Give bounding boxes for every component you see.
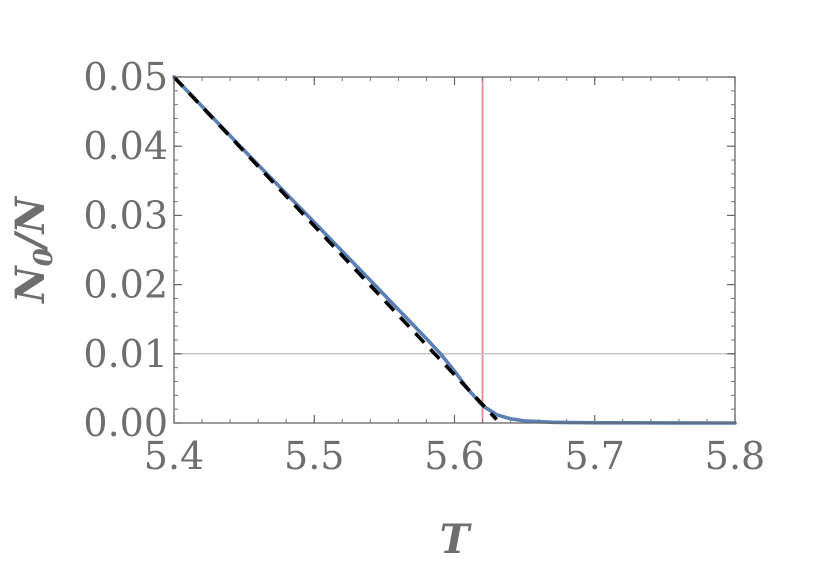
x-axis-label: T — [440, 516, 473, 563]
y-tick-label: 0.00 — [83, 401, 168, 445]
data-curve — [172, 75, 737, 425]
x-tick-label: 5.8 — [705, 434, 765, 478]
y-tick-label: 0.05 — [83, 55, 168, 99]
dashed-fit-line — [172, 75, 498, 421]
y-tick-label: 0.01 — [83, 332, 168, 376]
y-axis-label-rest: /N — [7, 196, 54, 253]
x-tick-label: 5.4 — [144, 434, 204, 478]
y-axis-label-main: N — [7, 265, 54, 305]
y-axis-label-sub: 0 — [29, 248, 59, 266]
plot-frame — [173, 76, 736, 424]
y-tick-label: 0.03 — [83, 193, 168, 237]
y-axis-label: N0/N — [7, 196, 59, 305]
x-tick-label: 5.6 — [424, 434, 484, 478]
x-tick-label: 5.5 — [284, 434, 344, 478]
y-tick-label: 0.02 — [83, 263, 168, 307]
x-tick-label: 5.7 — [565, 434, 625, 478]
y-tick-label: 0.04 — [83, 124, 168, 168]
